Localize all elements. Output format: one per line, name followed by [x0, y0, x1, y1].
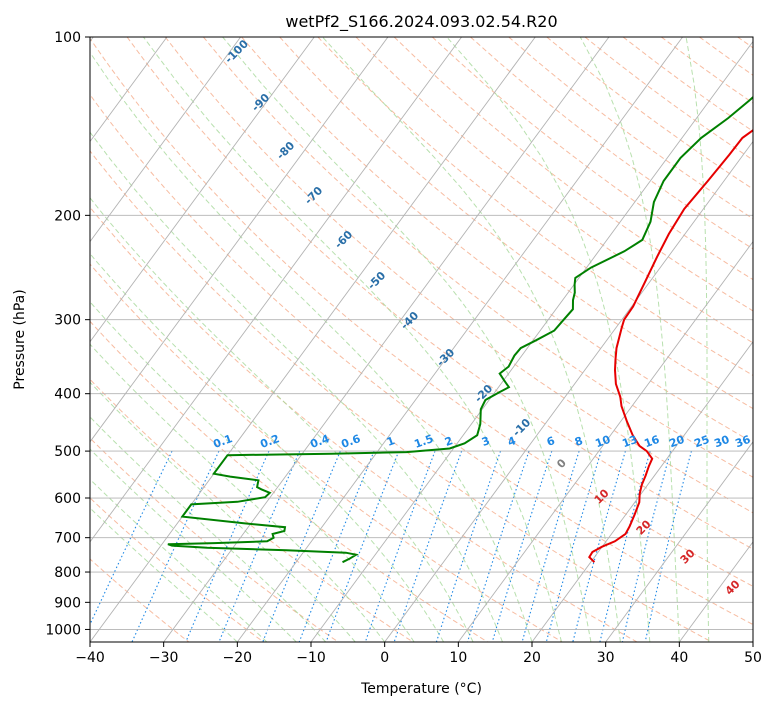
mixing-ratio-label: 36	[733, 433, 752, 451]
dry-adiabat-line	[51, 37, 775, 642]
mixing-ratio-line	[468, 451, 530, 642]
x-tick-label: −10	[296, 650, 326, 666]
x-axis-label: Temperature (°C)	[360, 681, 482, 697]
dry-adiabat-label: 30	[678, 546, 698, 566]
dry-adiabat-label: 40	[723, 577, 743, 597]
mixing-ratio-line	[645, 451, 691, 642]
y-tick-label: 200	[54, 208, 81, 224]
temperature-profile	[589, 37, 775, 562]
x-tick-label: 30	[597, 650, 615, 666]
dry-adiabat-label: 10	[592, 486, 612, 506]
dry-adiabat-line	[0, 37, 488, 642]
x-tick-label: −30	[149, 650, 179, 666]
dry-adiabat-line	[280, 37, 775, 642]
moist-adiabat-line	[0, 37, 473, 642]
mixing-ratio-label: 8	[573, 434, 585, 449]
mixing-ratio-label: 0.6	[339, 432, 362, 451]
mixing-ratio-line	[622, 451, 670, 642]
dry-adiabat-label: 0	[554, 456, 569, 471]
dry-adiabat-line	[0, 37, 338, 642]
plot-frame	[90, 37, 753, 642]
x-tick-label: 40	[670, 650, 688, 666]
mixing-ratio-label: 25	[692, 433, 711, 450]
dry-adiabat-label: -40	[398, 309, 421, 332]
dry-adiabat-line	[699, 37, 775, 642]
mixing-ratio-label: 2	[443, 434, 455, 449]
moist-adiabat-line	[0, 37, 296, 642]
y-tick-label: 1000	[45, 622, 81, 638]
x-tick-label: 50	[744, 650, 762, 666]
isotherm-line	[753, 37, 775, 642]
mixing-ratio-label: 16	[642, 433, 661, 451]
skewt-profiles	[168, 37, 775, 562]
moist-adiabat-line	[143, 37, 561, 642]
x-tick-label: −20	[223, 650, 253, 666]
moist-adiabat-line	[0, 37, 414, 642]
mixing-ratio-line	[492, 451, 552, 642]
skewt-line-labels: -100-90-80-70-60-50-40-30-20-10010203040…	[211, 37, 752, 598]
y-tick-label: 400	[54, 387, 81, 403]
dry-adiabat-line	[471, 37, 775, 642]
moist-adiabat-line	[323, 37, 621, 642]
y-axis-label: Pressure (hPa)	[12, 289, 28, 389]
dry-adiabat-label: -60	[332, 228, 355, 251]
mixing-ratio-label: 1	[385, 434, 397, 449]
mixing-ratio-label: 30	[712, 433, 731, 451]
mixing-ratio-label: 1.5	[412, 432, 435, 451]
mixing-ratio-label: 13	[620, 433, 639, 450]
y-tick-label: 500	[54, 444, 81, 460]
skewt-background-lines	[0, 37, 775, 642]
mixing-ratio-line	[394, 451, 461, 642]
moist-adiabat-line	[0, 37, 267, 642]
dry-adiabat-line	[738, 37, 775, 642]
moist-adiabat-line	[27, 37, 502, 642]
dry-adiabat-line	[0, 37, 263, 642]
mixing-ratio-label: 3	[480, 434, 492, 449]
dry-adiabat-label: -80	[274, 139, 297, 162]
dewpoint-profile	[168, 37, 775, 562]
mixing-ratio-label: 0.4	[308, 432, 331, 451]
x-tick-label: 20	[523, 650, 541, 666]
dry-adiabat-line	[0, 37, 562, 642]
x-tick-label: 0	[380, 650, 389, 666]
y-tick-label: 900	[54, 595, 81, 611]
mixing-ratio-line	[365, 451, 435, 642]
mixing-ratio-line	[600, 451, 650, 642]
x-tick-label: 10	[449, 650, 467, 666]
y-tick-label: 800	[54, 565, 81, 581]
dry-adiabat-line	[432, 37, 775, 642]
isotherm-line	[0, 37, 241, 642]
dry-adiabat-line	[661, 37, 775, 642]
y-tick-label: 700	[54, 531, 81, 547]
mixing-ratio-line	[573, 451, 626, 642]
isotherm-line	[532, 37, 775, 642]
mixing-ratio-line	[263, 451, 341, 642]
x-tick-label: −40	[75, 650, 105, 666]
isotherm-line	[164, 37, 609, 642]
chart-title: wetPf2_S166.2024.093.02.54.R20	[285, 12, 557, 32]
moist-adiabat-line	[0, 37, 444, 642]
isotherm-line	[16, 37, 461, 642]
mixing-ratio-line	[82, 451, 172, 642]
dry-adiabat-line	[547, 37, 775, 642]
dry-adiabat-label: -100	[222, 37, 251, 66]
moist-adiabat-line	[0, 37, 237, 642]
mixing-ratio-line	[546, 451, 601, 642]
mixing-ratio-label: 0.2	[258, 432, 281, 451]
isotherm-line	[458, 37, 775, 642]
dry-adiabat-label: -20	[472, 382, 495, 405]
y-tick-label: 600	[54, 491, 81, 507]
dry-adiabat-label: -70	[302, 184, 325, 207]
mixing-ratio-label: 6	[545, 434, 557, 449]
y-tick-label: 300	[54, 313, 81, 329]
y-tick-label: 100	[54, 30, 81, 46]
moist-adiabat-line	[0, 37, 326, 642]
mixing-ratio-label: 10	[593, 433, 612, 451]
mixing-ratio-label: 0.1	[211, 432, 234, 451]
